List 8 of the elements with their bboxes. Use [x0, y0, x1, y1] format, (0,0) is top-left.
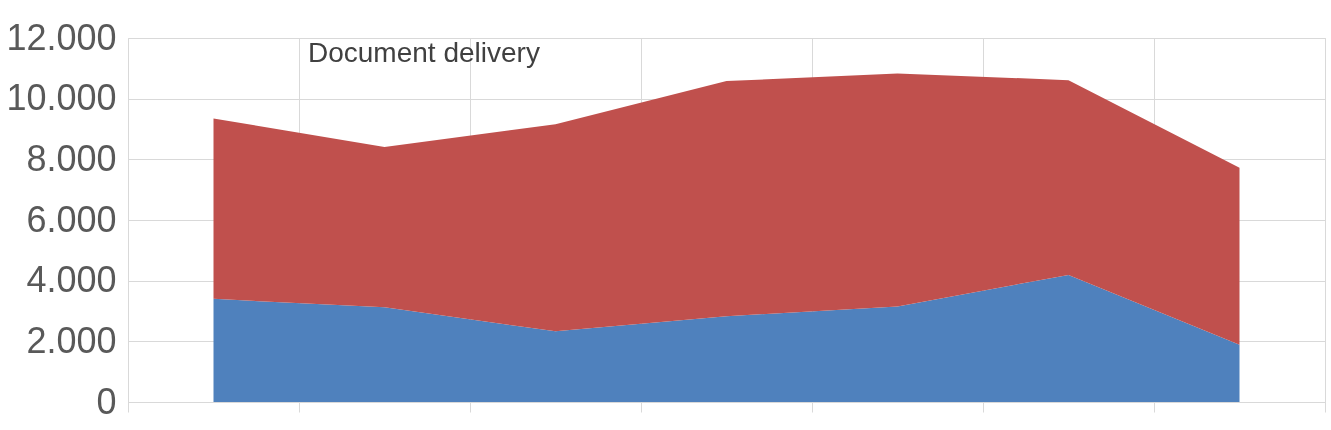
- y-tick-label: 4.000: [26, 259, 117, 301]
- y-tick-label: 10.000: [6, 77, 117, 119]
- y-tick-label: 8.000: [26, 137, 117, 179]
- y-tick-label: 12.000: [6, 16, 117, 58]
- y-tick-label: 0: [96, 380, 117, 422]
- y-tick-label: 2.000: [26, 319, 117, 361]
- chart-title: Document delivery: [308, 37, 540, 68]
- y-tick-label: 6.000: [26, 198, 117, 240]
